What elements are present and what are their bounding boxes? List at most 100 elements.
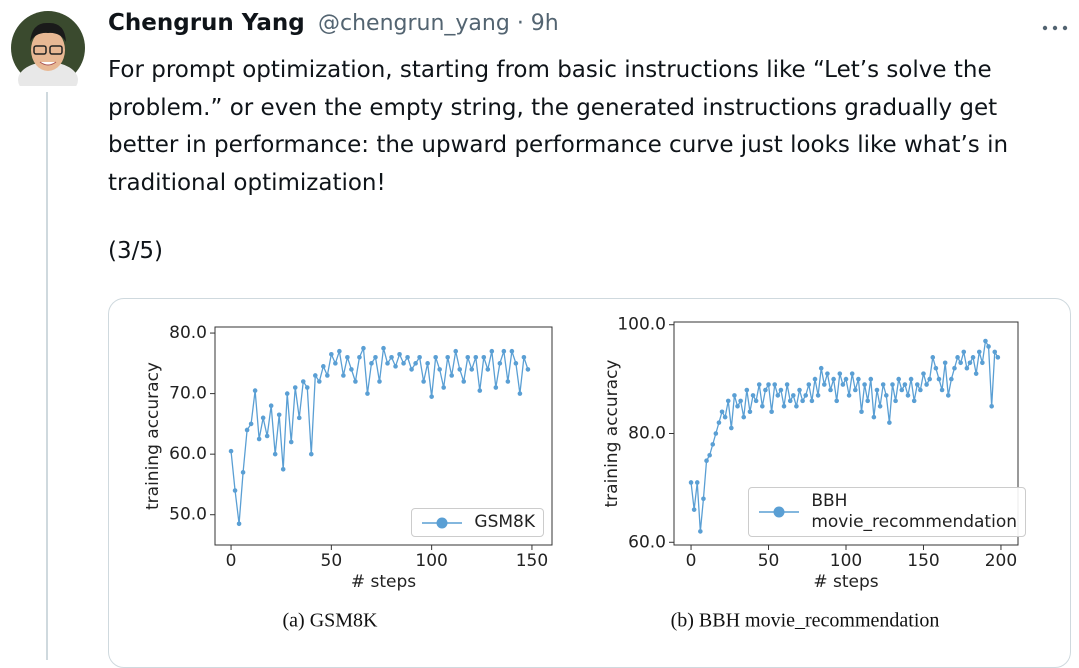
data-point [300,379,306,384]
data-point [240,470,246,475]
data-point [341,373,346,378]
data-point [862,382,867,387]
y-tick-label: 100.0 [617,315,666,335]
x-tick-label: 0 [686,551,697,571]
data-point [369,361,374,366]
data-point [477,388,483,393]
data-point [489,348,495,354]
data-point [945,393,951,398]
data-point [707,452,712,458]
data-point [840,382,846,387]
data-point [952,365,957,371]
data-point [345,354,350,360]
data-point [417,354,422,360]
data-point [292,385,298,390]
data-point [778,387,784,393]
data-point [272,451,278,457]
data-point [927,376,932,382]
data-point [513,361,519,366]
data-point [284,391,290,396]
data-point [729,425,734,431]
data-point [732,393,737,398]
x-tick-label: 150 [907,551,939,571]
data-point [501,348,507,354]
data-point [228,448,234,454]
avatar[interactable] [10,10,86,86]
data-point [525,367,531,372]
data-point [918,387,923,393]
data-point [992,349,998,355]
data-point [517,391,523,396]
legend-label: BBH movie_recommendation [811,491,1017,532]
data-point [453,348,459,354]
data-point [421,379,426,384]
data-point [834,398,840,404]
legend: BBH movie_recommendation [748,487,1026,537]
data-point [772,382,778,387]
data-point [880,382,886,387]
more-button[interactable] [1040,20,1070,36]
author-name[interactable]: Chengrun Yang [108,10,305,36]
data-point [983,338,988,344]
data-point [485,367,491,372]
handle-time[interactable]: @chengrun_yang · 9h [318,11,559,36]
legend: GSM8K [411,508,544,537]
data-point [688,480,694,485]
data-point [973,371,979,376]
y-tick-label: 60.0 [628,532,666,552]
data-point [936,376,942,382]
data-point [970,355,976,360]
data-point [252,388,258,393]
data-point [890,382,895,387]
legend-marker [422,517,463,528]
data-point [429,394,434,399]
data-point [716,420,722,425]
data-point [806,382,812,387]
data-point [769,409,774,415]
caption: (b) BBH movie_recommendation [671,610,940,632]
data-point [868,376,874,382]
data-point [976,349,982,355]
data-point [413,361,418,366]
data-point [465,354,471,360]
y-tick-label: 50.0 [169,505,207,525]
x-tick-label: 0 [226,551,237,571]
data-point [849,371,855,376]
data-point [497,361,503,366]
data-point [846,393,852,398]
data-point [899,387,905,393]
data-point [373,354,378,360]
data-point [694,480,700,485]
data-point [822,382,827,387]
data-point [457,367,463,372]
caption: (a) GSM8K [283,610,379,632]
data-point [719,409,725,415]
data-point [930,355,936,360]
data-point [815,393,821,398]
data-point [425,361,430,366]
data-point [741,414,747,420]
y-tick-label: 60.0 [169,444,207,464]
data-point [704,458,709,463]
data-point [980,360,985,366]
x-tick-label: 150 [516,551,548,571]
data-point [995,355,1001,360]
data-point [812,376,818,382]
data-point [961,349,967,355]
data-point [933,365,939,371]
data-point [887,420,892,425]
data-point [710,442,716,447]
data-point [377,379,382,384]
data-point [722,414,728,420]
data-point [800,398,805,404]
data-point [914,382,920,387]
data-point [288,439,294,445]
data-point [256,436,262,442]
y-axis-label: training accuracy [602,360,622,508]
x-tick-label: 50 [758,551,780,571]
data-point [236,521,242,527]
data-point [441,385,446,390]
data-point [333,361,338,366]
data-point [939,387,945,393]
